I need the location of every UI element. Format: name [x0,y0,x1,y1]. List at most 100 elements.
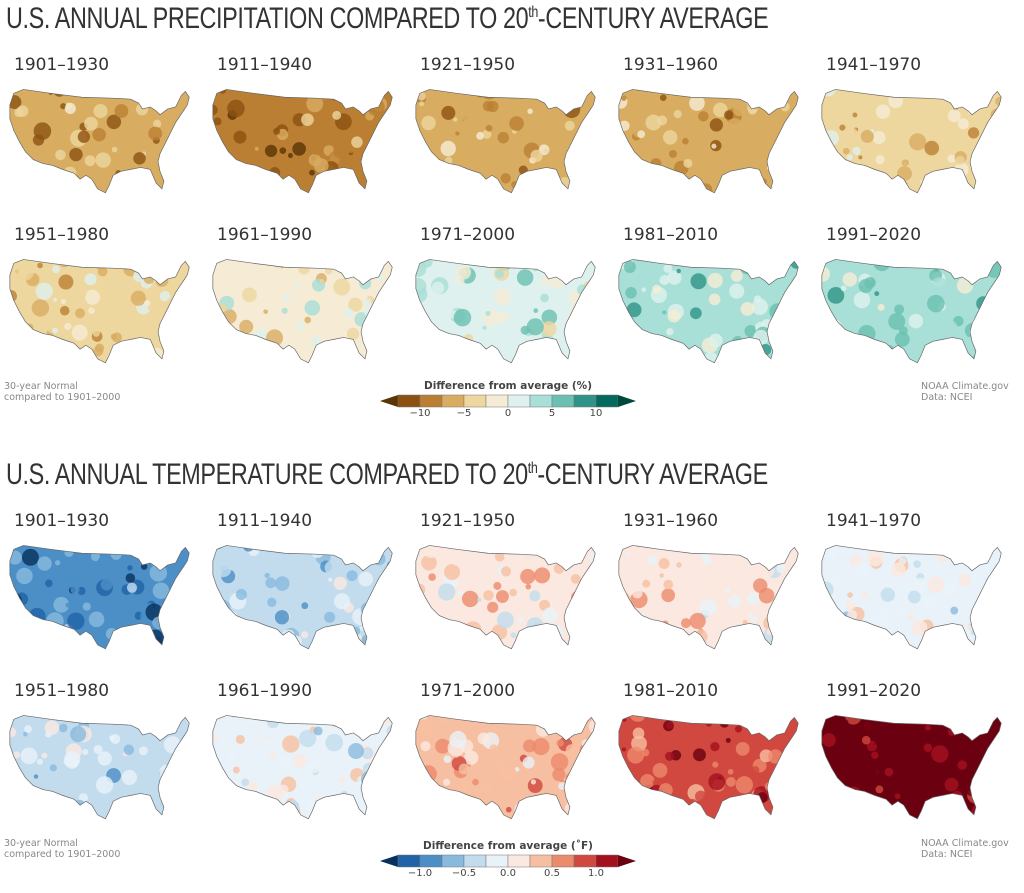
anomaly-patch [763,615,779,631]
anomaly-patch [165,784,172,792]
anomaly-patch [821,606,834,624]
anomaly-patch [622,172,630,180]
anomaly-patch [909,133,927,151]
anomaly-patch [821,605,833,618]
anomaly-patch [437,583,456,601]
anomaly-patch [955,155,965,166]
anomaly-patch [340,347,357,363]
anomaly-patch [659,275,670,286]
legend-swatch [419,854,443,868]
anomaly-patch [21,548,39,566]
map-panel: 1961–1990 [203,225,403,390]
anomaly-patch [300,631,309,639]
panel-period-label: 1931–1960 [623,55,719,75]
anomaly-patch [65,602,71,608]
anomaly-patch [149,564,168,582]
anomaly-patch [264,144,278,157]
anomaly-patch [981,171,994,183]
anomaly-patch [1002,768,1008,774]
anomaly-patch [718,635,731,648]
anomaly-patch [370,768,381,779]
anomaly-patch [901,716,909,725]
anomaly-patch [64,322,72,331]
anomaly-patch [282,735,300,753]
anomaly-patch [667,270,682,285]
map-panel: 1981–2010 [609,225,809,390]
anomaly-patch [296,321,305,330]
anomaly-patch [495,269,504,279]
anomaly-patch [654,343,659,349]
map-outline [212,89,393,194]
anomaly-patch [588,341,596,353]
anomaly-patch [332,545,340,551]
anomaly-patch [31,299,50,317]
anomaly-patch [993,317,1002,330]
anomaly-patch [784,310,796,321]
anomaly-patch [864,795,879,809]
anomaly-patch [840,719,849,727]
anomaly-patch [722,259,736,267]
anomaly-patch [298,335,307,344]
anomaly-patch [242,545,255,552]
anomaly-patch [549,580,560,591]
anomaly-patch [548,153,556,161]
precip-note-left: 30-year Normal compared to 1901–2000 [4,381,121,403]
anomaly-patch [793,624,799,637]
legend-tick-label: 0 [504,408,512,419]
anomaly-patch [69,147,83,162]
anomaly-patch [990,154,1002,171]
anomaly-patch [964,322,981,339]
anomaly-patch [751,766,760,775]
anomaly-patch [828,797,844,813]
panel-period-label: 1941–1970 [826,55,922,75]
anomaly-patch [111,146,118,153]
anomaly-patch [982,614,992,623]
anomaly-patch [435,738,451,754]
anomaly-patch [821,176,837,192]
anomaly-patch [640,622,657,638]
legend-swatch [595,854,619,868]
legend-ticks: −1.0 −0.5 0.0 0.5 1.0 [378,868,638,882]
map-fill [618,89,799,193]
anomaly-patch [217,326,233,342]
anomaly-patch [497,311,509,323]
anomaly-patch [41,752,48,759]
anomaly-patch [792,587,799,598]
anomaly-patch [170,545,186,551]
anomaly-patch [586,114,596,126]
anomaly-patch [346,586,359,599]
anomaly-patch [570,573,581,584]
anomaly-patch [25,735,40,750]
anomaly-patch [33,774,39,779]
anomaly-patch [776,563,786,574]
anomaly-patch [861,590,868,598]
anomaly-patch [996,579,1002,589]
anomaly-patch [101,715,118,722]
anomaly-patch [123,744,135,756]
anomaly-patch [479,780,492,792]
anomaly-patch [852,112,858,118]
anomaly-patch [192,355,197,360]
anomaly-patch [733,104,746,117]
anomaly-patch [753,127,762,135]
anomaly-patch [83,347,90,354]
anomaly-patch [839,810,847,818]
anomaly-patch [756,628,761,633]
anomaly-patch [624,551,629,557]
anomaly-patch [175,579,186,589]
anomaly-patch [865,630,883,649]
anomaly-patch [298,263,310,275]
anomaly-patch [325,733,343,752]
anomaly-patch [667,309,681,323]
anomaly-patch [757,792,768,803]
anomaly-patch [618,592,631,608]
anomaly-patch [872,609,890,627]
anomaly-patch [37,556,52,571]
anomaly-patch [21,616,28,624]
anomaly-patch [861,735,871,745]
anomaly-patch [642,579,651,588]
anomaly-patch [348,297,363,312]
anomaly-patch [579,134,592,147]
panel-period-label: 1941–1970 [826,511,922,531]
anomaly-patch [427,731,435,739]
